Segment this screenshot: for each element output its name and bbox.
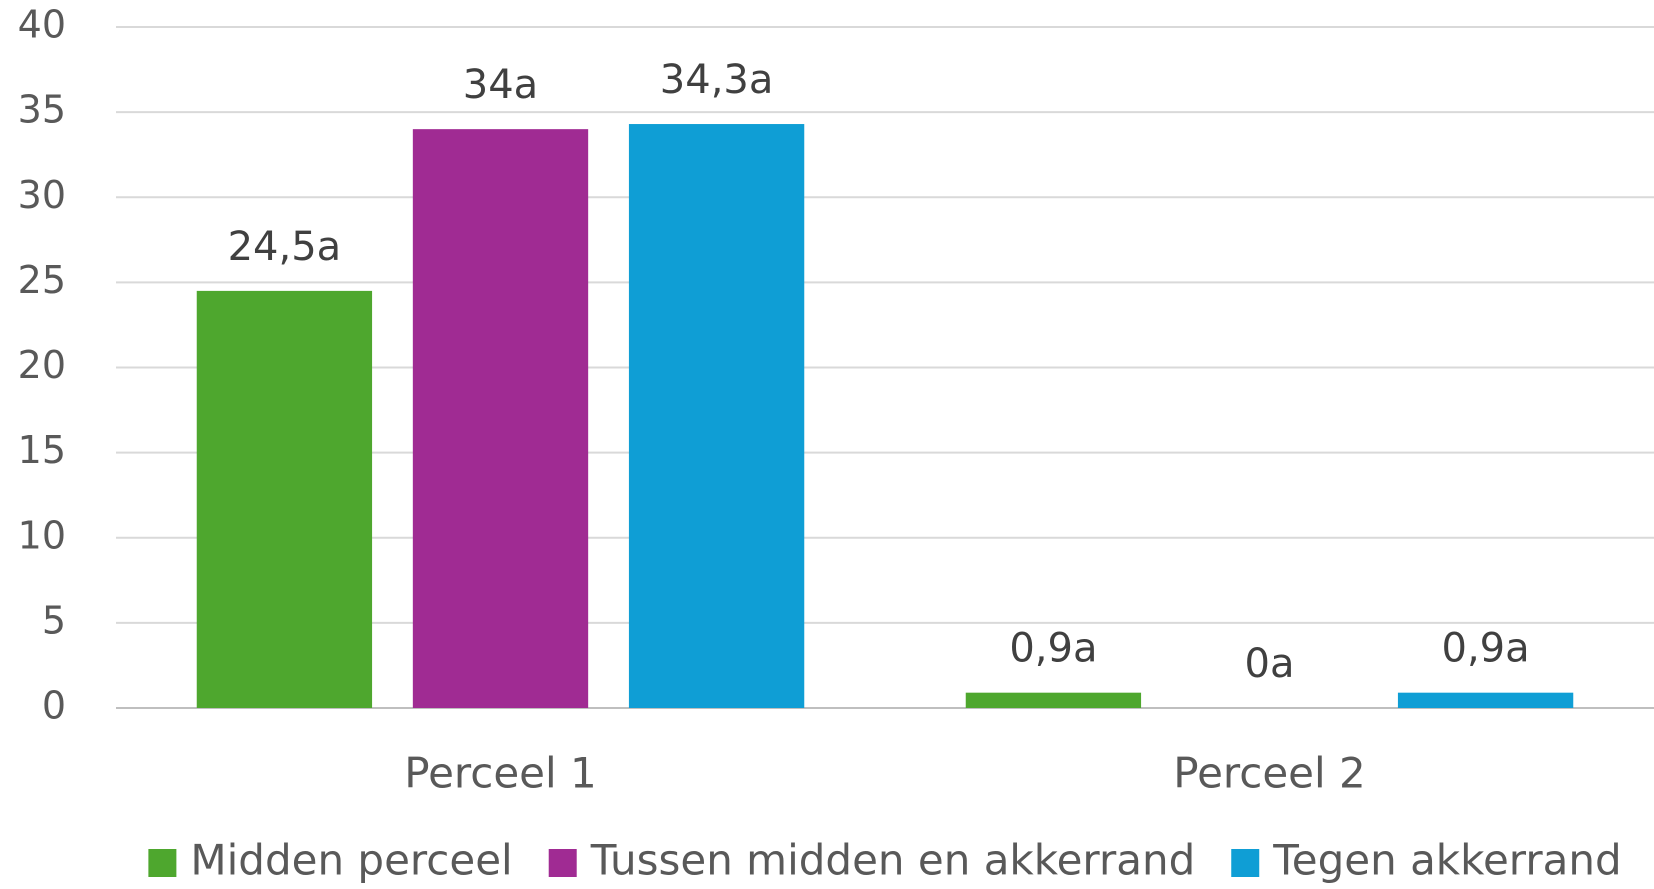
data-label: 0,9a	[1009, 626, 1097, 672]
data-label: 0,9a	[1442, 626, 1530, 672]
data-label: 24,5a	[228, 224, 342, 270]
y-tick-label: 20	[18, 343, 66, 387]
y-tick-label: 15	[18, 428, 66, 472]
x-tick-label: Perceel 2	[1173, 749, 1366, 798]
y-tick-label: 5	[42, 598, 66, 642]
bar	[965, 692, 1142, 708]
y-tick-label: 35	[18, 88, 66, 132]
legend-swatch	[1231, 849, 1260, 877]
x-tick-label: Perceel 1	[404, 749, 597, 798]
bar	[196, 290, 373, 708]
legend-label: Midden perceel	[190, 836, 512, 885]
legend-swatch	[548, 849, 577, 877]
legend-label: Tegen akkerrand	[1272, 836, 1621, 885]
data-label: 0a	[1245, 641, 1295, 687]
y-tick-label: 25	[18, 258, 66, 302]
bar	[1397, 692, 1574, 708]
bar	[412, 129, 589, 708]
y-tick-label: 40	[18, 3, 66, 47]
y-tick-label: 0	[42, 684, 66, 728]
y-tick-label: 10	[18, 513, 66, 557]
legend-swatch	[148, 849, 177, 877]
legend-label: Tussen midden en akkerrand	[590, 836, 1196, 885]
bar	[628, 124, 805, 709]
data-label: 34,3a	[660, 57, 774, 103]
y-tick-label: 30	[18, 173, 66, 217]
data-label: 34a	[463, 62, 538, 108]
